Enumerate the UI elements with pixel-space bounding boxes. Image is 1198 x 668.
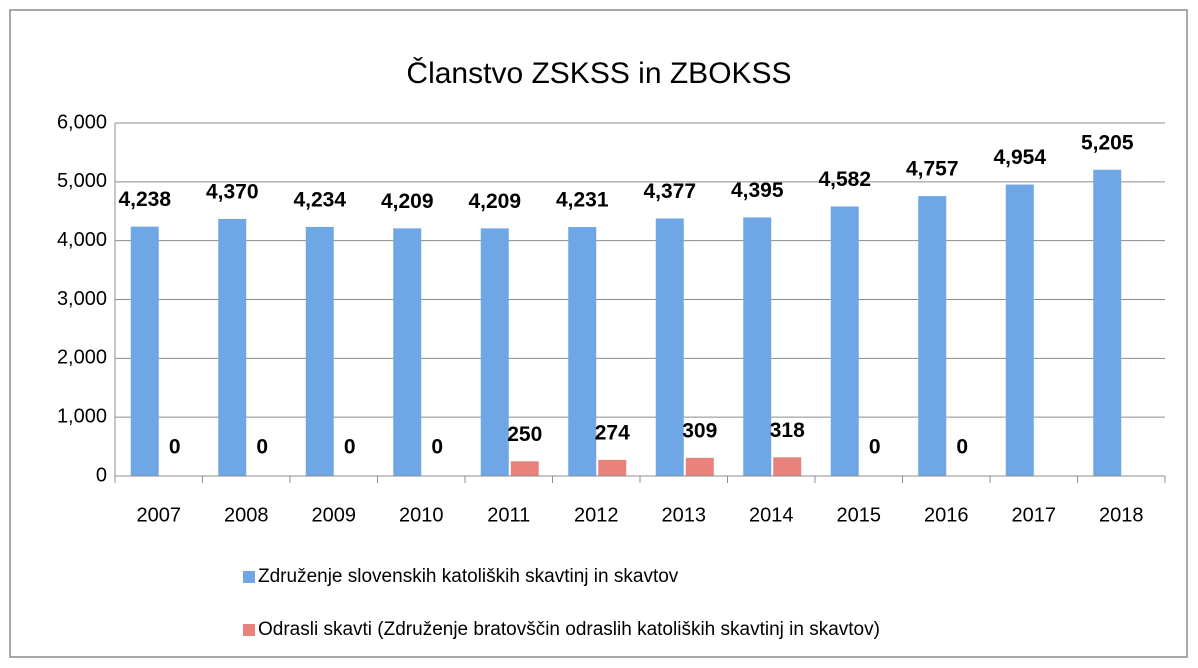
bar (830, 206, 859, 476)
x-tick-label: 2010 (399, 504, 444, 526)
x-tick-label: 2007 (137, 504, 182, 526)
chart-border (9, 9, 1188, 658)
data-label: 274 (595, 421, 630, 444)
data-label: 4,582 (818, 168, 871, 191)
y-tick-label: 6,000 (57, 111, 107, 133)
bar (393, 228, 422, 476)
legend-swatch (243, 571, 255, 583)
data-label: 4,234 (293, 188, 346, 211)
bar (510, 461, 539, 476)
x-tick-label: 2013 (662, 504, 707, 526)
x-tick-label: 2011 (487, 504, 530, 526)
x-tick-label: 2008 (224, 504, 269, 526)
x-tick-label: 2015 (837, 504, 882, 526)
data-label: 4,238 (118, 188, 171, 211)
data-label: 0 (256, 436, 268, 459)
data-label: 4,209 (381, 190, 434, 213)
data-label: 4,395 (731, 179, 784, 202)
data-label: 4,231 (556, 189, 609, 212)
bar (480, 228, 509, 476)
x-tick-label: 2014 (749, 504, 794, 526)
data-label: 0 (344, 436, 356, 459)
legend-label: Združenje slovenskih katoliških skavtinj… (258, 566, 679, 587)
data-label: 318 (770, 419, 805, 442)
data-label: 4,377 (643, 180, 696, 203)
x-tick-label: 2012 (574, 504, 619, 526)
bar (130, 226, 159, 476)
bar (218, 218, 247, 477)
x-tick-label: 2017 (1012, 504, 1057, 526)
data-label: 309 (682, 419, 717, 442)
data-label: 4,757 (906, 158, 959, 181)
bar (568, 227, 597, 476)
bar (598, 459, 627, 476)
data-label: 0 (431, 436, 443, 459)
bar (1093, 169, 1122, 476)
data-label: 0 (169, 436, 181, 459)
legend-label: Odrasli skavti (Združenje bratovščin odr… (258, 619, 880, 640)
bar (918, 196, 947, 477)
bar (773, 457, 802, 476)
x-tick-label: 2016 (924, 504, 969, 526)
legend-swatch (243, 624, 255, 636)
data-label: 0 (956, 436, 968, 459)
data-label: 250 (507, 423, 542, 446)
bar (305, 226, 334, 476)
x-tick-label: 2009 (312, 504, 357, 526)
data-label: 5,205 (1081, 131, 1134, 154)
y-tick-label: 3,000 (57, 288, 107, 310)
data-label: 4,370 (206, 180, 259, 203)
y-tick-label: 1,000 (57, 405, 107, 427)
chart-title: Članstvo ZSKSS in ZBOKSS (406, 56, 791, 90)
y-tick-label: 5,000 (57, 170, 107, 192)
y-tick-label: 4,000 (57, 229, 107, 251)
bar (685, 457, 714, 476)
y-tick-label: 0 (96, 464, 107, 486)
data-label: 0 (869, 436, 881, 459)
bar (1005, 184, 1034, 476)
x-tick-label: 2018 (1099, 504, 1144, 526)
data-label: 4,209 (468, 190, 521, 213)
y-tick-label: 2,000 (57, 347, 107, 369)
data-label: 4,954 (993, 146, 1046, 169)
bar (655, 218, 684, 476)
bar (743, 217, 772, 477)
